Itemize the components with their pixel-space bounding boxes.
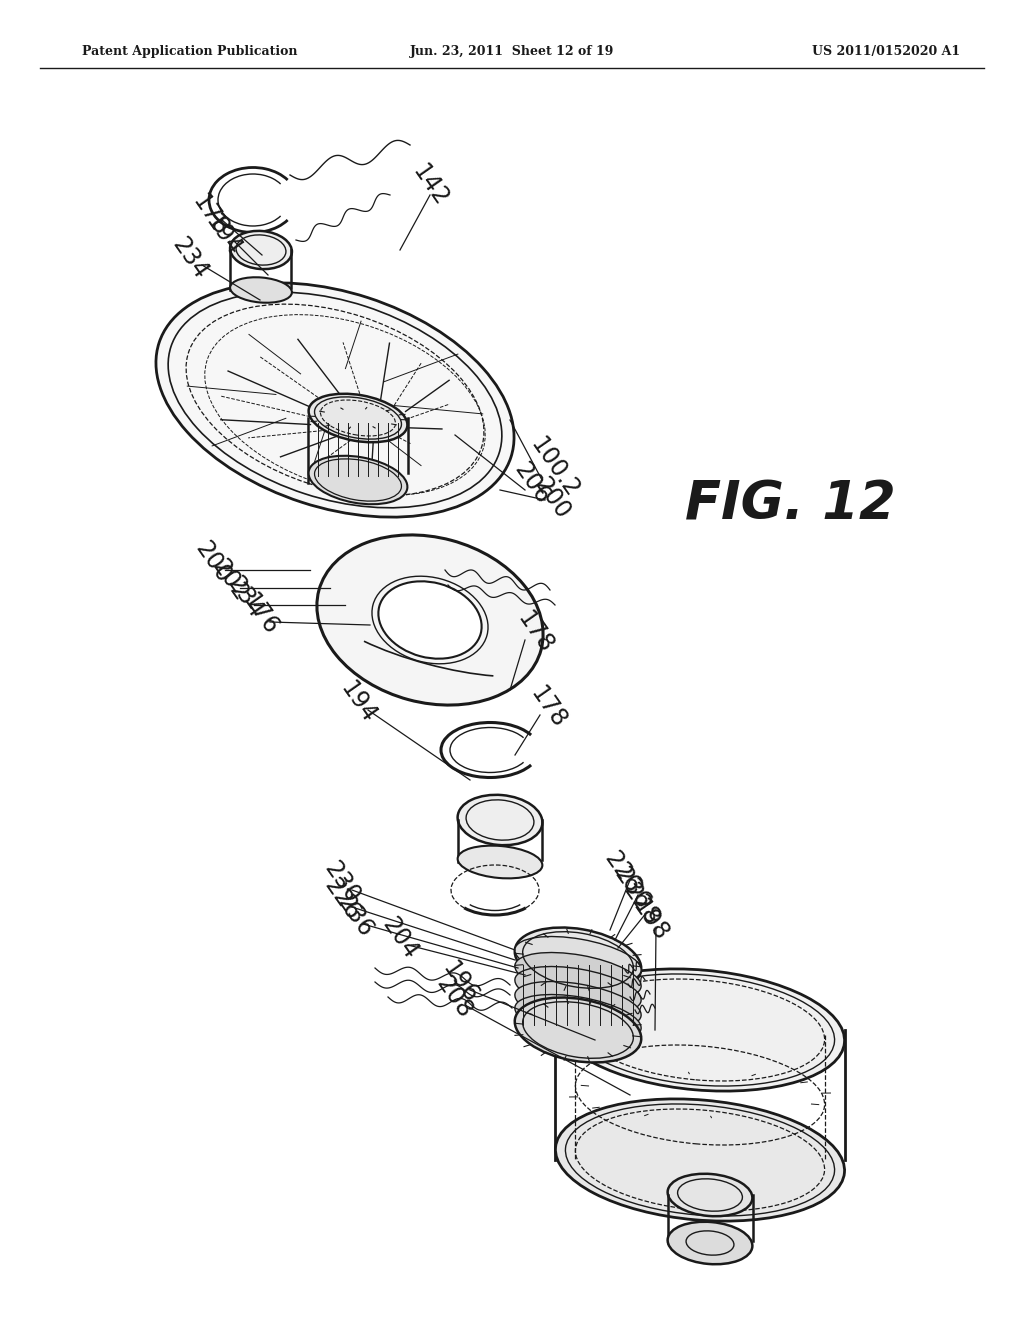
- Ellipse shape: [515, 966, 641, 1014]
- Text: 178: 178: [525, 681, 570, 733]
- Text: FIG. 12: FIG. 12: [685, 479, 895, 531]
- Ellipse shape: [515, 1007, 641, 1053]
- Ellipse shape: [515, 936, 641, 983]
- Ellipse shape: [668, 1222, 753, 1265]
- Text: Patent Application Publication: Patent Application Publication: [82, 45, 298, 58]
- Text: 202: 202: [207, 554, 253, 606]
- Text: 100.2: 100.2: [525, 433, 583, 503]
- Text: US 2011/0152020 A1: US 2011/0152020 A1: [812, 45, 961, 58]
- Text: 178: 178: [512, 607, 558, 657]
- Text: 178: 178: [187, 190, 232, 240]
- Text: 176: 176: [238, 589, 283, 639]
- Text: 236: 236: [609, 863, 654, 913]
- Ellipse shape: [515, 994, 641, 1041]
- Ellipse shape: [458, 846, 543, 878]
- Ellipse shape: [555, 1100, 845, 1221]
- Ellipse shape: [555, 969, 845, 1092]
- Ellipse shape: [308, 393, 408, 442]
- Text: Jun. 23, 2011  Sheet 12 of 19: Jun. 23, 2011 Sheet 12 of 19: [410, 45, 614, 58]
- Text: 208: 208: [431, 972, 477, 1023]
- Ellipse shape: [458, 795, 543, 845]
- Ellipse shape: [515, 928, 641, 993]
- Text: 142: 142: [408, 160, 453, 210]
- Ellipse shape: [379, 581, 481, 659]
- Text: 196: 196: [437, 957, 482, 1007]
- Text: 228: 228: [618, 879, 664, 929]
- Ellipse shape: [515, 982, 641, 1028]
- Text: 230: 230: [319, 857, 365, 907]
- Text: 198: 198: [628, 895, 673, 945]
- Ellipse shape: [156, 282, 514, 517]
- Text: 234: 234: [222, 572, 267, 622]
- Text: 234: 234: [167, 232, 213, 284]
- Ellipse shape: [668, 1173, 753, 1216]
- Ellipse shape: [308, 455, 408, 504]
- Text: 226: 226: [599, 846, 645, 898]
- Ellipse shape: [230, 231, 292, 269]
- Text: 226: 226: [319, 874, 365, 924]
- Text: 200: 200: [529, 473, 574, 523]
- Ellipse shape: [316, 535, 543, 705]
- Ellipse shape: [515, 998, 641, 1063]
- Text: 194: 194: [335, 677, 381, 727]
- Text: 206: 206: [509, 458, 555, 508]
- Text: 204: 204: [377, 912, 423, 964]
- Text: 200: 200: [190, 537, 236, 587]
- Ellipse shape: [230, 277, 292, 302]
- Text: 236: 236: [332, 891, 378, 941]
- Text: 194: 194: [201, 210, 246, 260]
- Ellipse shape: [515, 953, 641, 999]
